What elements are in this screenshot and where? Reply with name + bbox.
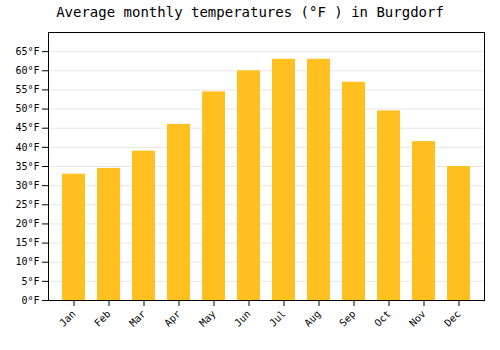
svg-text:40°F: 40°F bbox=[15, 142, 39, 153]
svg-text:Aug: Aug bbox=[302, 308, 323, 329]
svg-text:Jun: Jun bbox=[232, 308, 253, 329]
svg-text:Jan: Jan bbox=[57, 308, 78, 329]
svg-text:Nov: Nov bbox=[407, 308, 428, 329]
svg-text:Sep: Sep bbox=[337, 308, 358, 329]
svg-text:15°F: 15°F bbox=[15, 237, 39, 248]
svg-text:50°F: 50°F bbox=[15, 103, 39, 114]
html-text:Average monthly temperatures (: Average monthly temperatures (°F ) in Bu… bbox=[56, 4, 444, 20]
svg-text:May: May bbox=[197, 308, 218, 329]
svg-text:Apr: Apr bbox=[162, 308, 183, 329]
svg-text:Dec: Dec bbox=[442, 308, 463, 329]
svg-text:25°F: 25°F bbox=[15, 199, 39, 210]
svg-text:45°F: 45°F bbox=[15, 122, 39, 133]
svg-text:20°F: 20°F bbox=[15, 218, 39, 229]
svg-text:10°F: 10°F bbox=[15, 256, 39, 267]
svg-text:5°F: 5°F bbox=[21, 276, 39, 287]
svg-text:60°F: 60°F bbox=[15, 65, 39, 76]
svg-text:30°F: 30°F bbox=[15, 180, 39, 191]
svg-text:Feb: Feb bbox=[92, 308, 113, 329]
svg-text:Mar: Mar bbox=[127, 308, 148, 329]
svg-text:35°F: 35°F bbox=[15, 161, 39, 172]
svg-text:Oct: Oct bbox=[372, 308, 393, 329]
svg-text:55°F: 55°F bbox=[15, 84, 39, 95]
svg-text:Jul: Jul bbox=[267, 308, 288, 329]
svg-text:65°F: 65°F bbox=[15, 46, 39, 57]
svg-text:0°F: 0°F bbox=[21, 295, 39, 306]
